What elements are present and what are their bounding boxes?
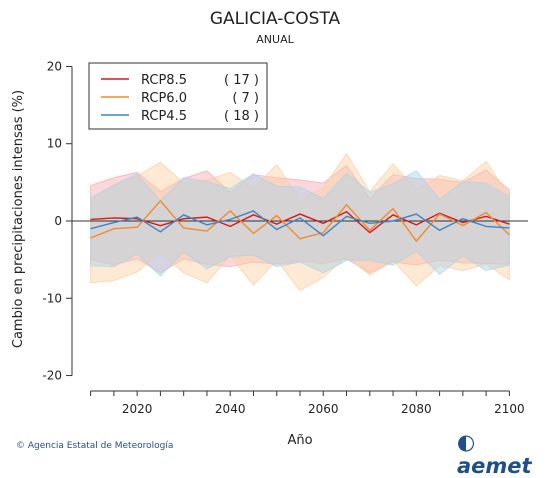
logo-text: aemet	[457, 454, 532, 478]
series-line-rcp60	[90, 199, 510, 243]
aemet-logo: ◐ aemet	[457, 430, 550, 478]
y-tick-label: -20	[42, 369, 62, 383]
y-tick-label: -10	[42, 291, 62, 305]
legend-label: RCP4.5	[141, 109, 187, 124]
legend-label: RCP6.0	[141, 91, 187, 106]
y-tick-label: 20	[47, 59, 62, 73]
x-tick-label: 2040	[215, 402, 246, 416]
band-rcp60	[90, 152, 510, 292]
series-line-rcp45	[90, 210, 510, 237]
legend-label: RCP8.5	[141, 73, 187, 88]
footer-credit-text: © Agencia Estatal de Meteorología	[16, 441, 174, 451]
x-tick-label: 2060	[308, 402, 339, 416]
chart-subtitle: ANUAL	[256, 33, 294, 46]
legend-count: ( 17 )	[224, 73, 259, 88]
logo-icon: ◐	[457, 430, 476, 454]
x-tick-label: 2020	[122, 402, 153, 416]
y-tick-label: 0	[54, 214, 62, 228]
band-rcp45	[90, 170, 510, 277]
x-tick-label: 2080	[401, 402, 432, 416]
legend-box	[88, 62, 268, 130]
legend-count: ( 7 )	[232, 91, 259, 106]
legend-count: ( 18 )	[224, 109, 259, 124]
x-axis-label: Año	[287, 433, 312, 448]
x-tick-label: 2100	[494, 402, 525, 416]
y-tick-label: 10	[47, 137, 62, 151]
chart-title: GALICIA-COSTA	[209, 9, 341, 29]
footer-credit: © Agencia Estatal de Meteorología	[16, 441, 173, 451]
